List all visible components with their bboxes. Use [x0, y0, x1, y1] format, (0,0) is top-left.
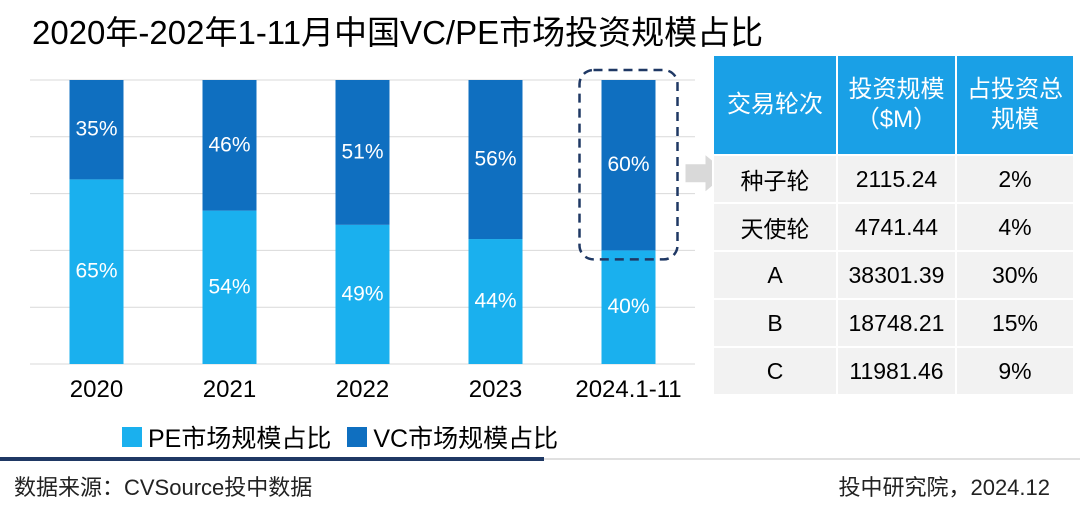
- table-row: 种子轮 2115.24 2%: [712, 154, 1076, 204]
- table-cell-share: 30%: [954, 250, 1076, 300]
- legend-label-vc: VC市场规模占比: [373, 425, 559, 453]
- table-cell-amount: 11981.46: [836, 346, 957, 396]
- bar-vc-2023: [468, 80, 523, 240]
- data-label-vc: 46%: [208, 133, 250, 156]
- table-header-amount-label: 投资规模（$M）: [848, 76, 945, 133]
- table-header-share: 占投资总规模: [954, 54, 1076, 156]
- legend-swatch-vc: [347, 427, 368, 447]
- bar-pe-2020: [69, 179, 124, 364]
- highlight-box: [578, 68, 679, 261]
- table-cell-share: 9%: [954, 346, 1076, 396]
- chart-title: 2020年-202年1-11月中国VC/PE市场投资规模占比: [32, 14, 764, 51]
- stacked-bar-chart: 65% 35% 2020 54% 46% 2021 49% 51% 2022 44% 56% 2023…: [30, 68, 712, 403]
- bar-vc-2020: [69, 80, 124, 180]
- table-header-share-label: 占投资总规模: [966, 76, 1063, 133]
- bar-pe-2022: [335, 224, 390, 364]
- table-cell-round: C: [712, 346, 838, 396]
- table-row: C 11981.46 9%: [712, 346, 1076, 396]
- x-tick-label: 2021: [203, 376, 256, 403]
- table-cell-round: A: [712, 250, 838, 300]
- bar-vc-2021: [202, 80, 257, 211]
- data-label-vc: 51%: [341, 140, 383, 163]
- x-tick-label: 2023: [469, 376, 522, 403]
- table-cell-amount: 4741.44: [836, 202, 957, 252]
- bar-pe-2021: [202, 210, 257, 364]
- x-tick-label: 2020: [70, 376, 123, 403]
- publisher: 投中研究院，2024.12: [838, 475, 1050, 500]
- x-tick-label: 2024.1-11: [575, 376, 681, 403]
- table-body: 种子轮 2115.24 2% 天使轮 4741.44 4% A 38301.39 30% B 187…: [712, 154, 1076, 396]
- data-label-vc: 56%: [474, 148, 516, 171]
- legend-swatch-pe: [122, 427, 142, 447]
- data-label-pe: 44%: [474, 290, 516, 313]
- bar-pe-2024.1-11: [601, 250, 656, 364]
- table-row: B 18748.21 15%: [712, 298, 1076, 348]
- data-label-vc: 60%: [607, 153, 649, 176]
- data-label-pe: 49%: [341, 282, 383, 305]
- legend-item-pe: PE市场规模占比: [122, 419, 331, 455]
- table-cell-amount: 38301.39: [836, 250, 957, 300]
- funding-round-table: 交易轮次 投资规模（$M） 占投资总规模 种子轮 2115.24 2% 天使轮 4741…: [712, 54, 1076, 396]
- table-cell-round: 天使轮: [712, 202, 838, 252]
- footer-divider: [544, 458, 1080, 460]
- table-header-row: 交易轮次 投资规模（$M） 占投资总规模: [712, 54, 1076, 156]
- table-header-round: 交易轮次: [712, 54, 838, 156]
- data-label-pe: 40%: [607, 295, 649, 318]
- table-cell-amount: 2115.24: [836, 154, 957, 204]
- data-label-vc: 35%: [75, 118, 117, 141]
- table-row: 天使轮 4741.44 4%: [712, 202, 1076, 252]
- bar-vc-2024.1-11: [601, 80, 656, 251]
- legend-label-pe: PE市场规模占比: [148, 425, 332, 453]
- x-tick-label: 2022: [336, 376, 389, 403]
- table-row: A 38301.39 30%: [712, 250, 1076, 300]
- table-header-amount: 投资规模（$M）: [836, 54, 957, 156]
- table-cell-share: 2%: [954, 154, 1076, 204]
- table-cell-share: 15%: [954, 298, 1076, 348]
- table-cell-amount: 18748.21: [836, 298, 957, 348]
- chart-legend: PE市场规模占比 VC市场规模占比: [122, 419, 574, 455]
- data-source: 数据来源：CVSource投中数据: [14, 475, 313, 500]
- footer-divider-accent: [0, 457, 544, 461]
- bar-vc-2022: [335, 80, 390, 225]
- table-cell-round: 种子轮: [712, 154, 838, 204]
- legend-item-vc: VC市场规模占比: [347, 419, 558, 455]
- data-label-pe: 54%: [208, 275, 250, 298]
- table-cell-round: B: [712, 298, 838, 348]
- arrow-icon: [685, 155, 712, 192]
- bar-pe-2023: [468, 239, 523, 364]
- table-cell-share: 4%: [954, 202, 1076, 252]
- data-label-pe: 65%: [75, 260, 117, 283]
